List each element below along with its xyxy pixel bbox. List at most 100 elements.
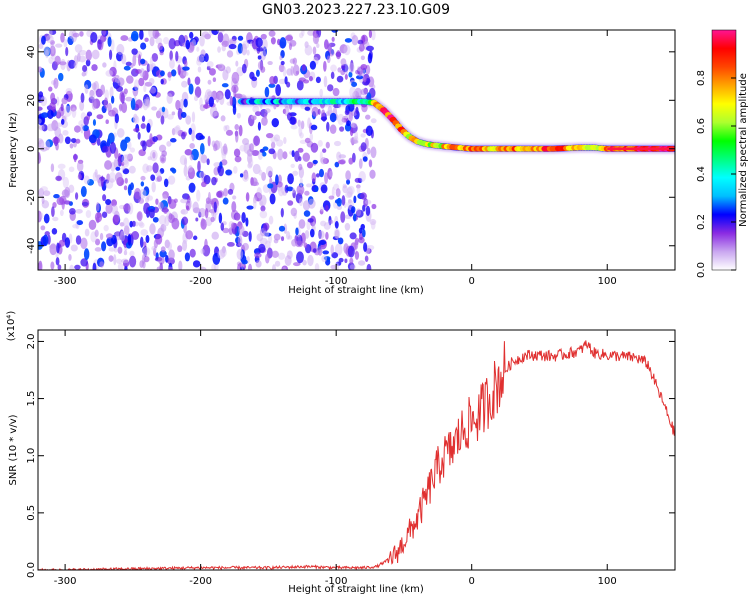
noise-blob: [216, 140, 223, 149]
x-tick-label: 0: [469, 576, 475, 587]
noise-blob: [344, 38, 353, 43]
noise-blob: [142, 103, 147, 108]
noise-blob: [267, 183, 274, 189]
noise-blob: [303, 242, 308, 248]
noise-blob: [307, 218, 314, 223]
noise-blob: [222, 197, 229, 205]
noise-blob: [193, 235, 198, 241]
noise-blob: [113, 254, 117, 266]
noise-blob: [139, 188, 147, 199]
noise-blob: [307, 254, 314, 267]
noise-blob: [199, 135, 205, 140]
noise-blob: [132, 86, 139, 91]
noise-blob: [272, 264, 276, 270]
noise-blob: [283, 137, 287, 144]
noise-blob: [354, 87, 363, 98]
noise-blob: [71, 107, 77, 118]
noise-blob: [49, 30, 57, 36]
noise-blob: [134, 187, 142, 200]
noise-blob: [63, 38, 68, 48]
noise-blob: [217, 46, 221, 53]
noise-blob: [225, 169, 233, 176]
noise-blob: [349, 257, 354, 265]
noise-blob: [319, 168, 324, 178]
noise-blob: [304, 190, 310, 196]
noise-blob: [149, 133, 153, 145]
noise-blob: [369, 169, 376, 179]
noise-blob: [64, 136, 71, 145]
noise-blob: [117, 152, 122, 165]
noise-blob: [123, 225, 130, 236]
snr-line: [38, 340, 675, 570]
noise-blob: [259, 200, 264, 207]
noise-blob: [320, 184, 328, 194]
noise-blob: [82, 65, 88, 72]
noise-blob: [149, 149, 158, 162]
noise-blob: [198, 207, 206, 218]
noise-blob: [245, 217, 249, 227]
noise-blob: [38, 260, 43, 270]
noise-blob: [282, 151, 288, 160]
noise-blob: [40, 112, 49, 119]
noise-blob: [370, 118, 377, 124]
noise-blob: [201, 31, 210, 38]
noise-blob: [259, 210, 268, 219]
noise-blob: [345, 170, 351, 181]
noise-blob: [238, 124, 243, 137]
noise-blob: [49, 101, 56, 111]
noise-blob: [86, 179, 95, 186]
noise-blob: [149, 223, 156, 235]
noise-blob: [312, 248, 317, 253]
noise-blob: [108, 49, 113, 60]
noise-blob: [156, 266, 162, 270]
noise-blob: [314, 186, 319, 192]
noise-blob: [259, 194, 267, 207]
y-tick-label: 0.5: [26, 505, 37, 521]
noise-blob: [106, 236, 114, 247]
snr-x-ticks: -300 -200 -100 0 100: [54, 330, 617, 587]
noise-blob: [262, 146, 269, 151]
noise-blob: [279, 37, 287, 49]
noise-blob: [270, 141, 276, 149]
colorbar-ticks: 0.0 0.2 0.4 0.6 0.8: [696, 29, 737, 278]
noise-blob: [339, 126, 345, 132]
noise-blob: [189, 143, 195, 149]
noise-blob: [248, 231, 252, 242]
noise-blob: [256, 233, 264, 242]
noise-blob: [212, 77, 217, 83]
noise-blob: [140, 175, 146, 181]
noise-blob: [159, 168, 165, 174]
noise-blob: [52, 136, 60, 145]
noise-blob: [84, 84, 89, 94]
noise-blob: [247, 157, 254, 168]
noise-blob: [334, 229, 340, 239]
noise-blob: [152, 151, 156, 159]
y-tick-label: -40: [26, 238, 37, 254]
noise-blob: [298, 32, 304, 39]
noise-blob: [105, 70, 114, 77]
noise-blob: [137, 132, 141, 140]
noise-blob: [354, 250, 360, 260]
noise-blob: [313, 53, 321, 61]
noise-blob: [269, 76, 276, 85]
colorbar-gradient: [712, 30, 736, 270]
noise-blob: [186, 205, 190, 210]
noise-blob: [220, 222, 225, 231]
noise-blob: [115, 166, 121, 171]
noise-blob: [119, 91, 125, 103]
noise-blob: [291, 238, 298, 247]
noise-blob: [241, 259, 248, 265]
noise-blob: [94, 229, 99, 238]
noise-blob: [363, 242, 368, 252]
x-tick-label: -100: [325, 576, 348, 587]
noise-blob: [282, 191, 287, 196]
noise-blob: [140, 181, 145, 187]
noise-blob: [330, 244, 335, 255]
noise-blob: [357, 39, 364, 45]
noise-blob: [55, 257, 60, 266]
noise-blob: [222, 33, 230, 46]
noise-blob: [72, 224, 79, 229]
noise-blob: [131, 231, 140, 240]
noise-blob: [115, 85, 124, 92]
noise-blob: [107, 36, 112, 47]
